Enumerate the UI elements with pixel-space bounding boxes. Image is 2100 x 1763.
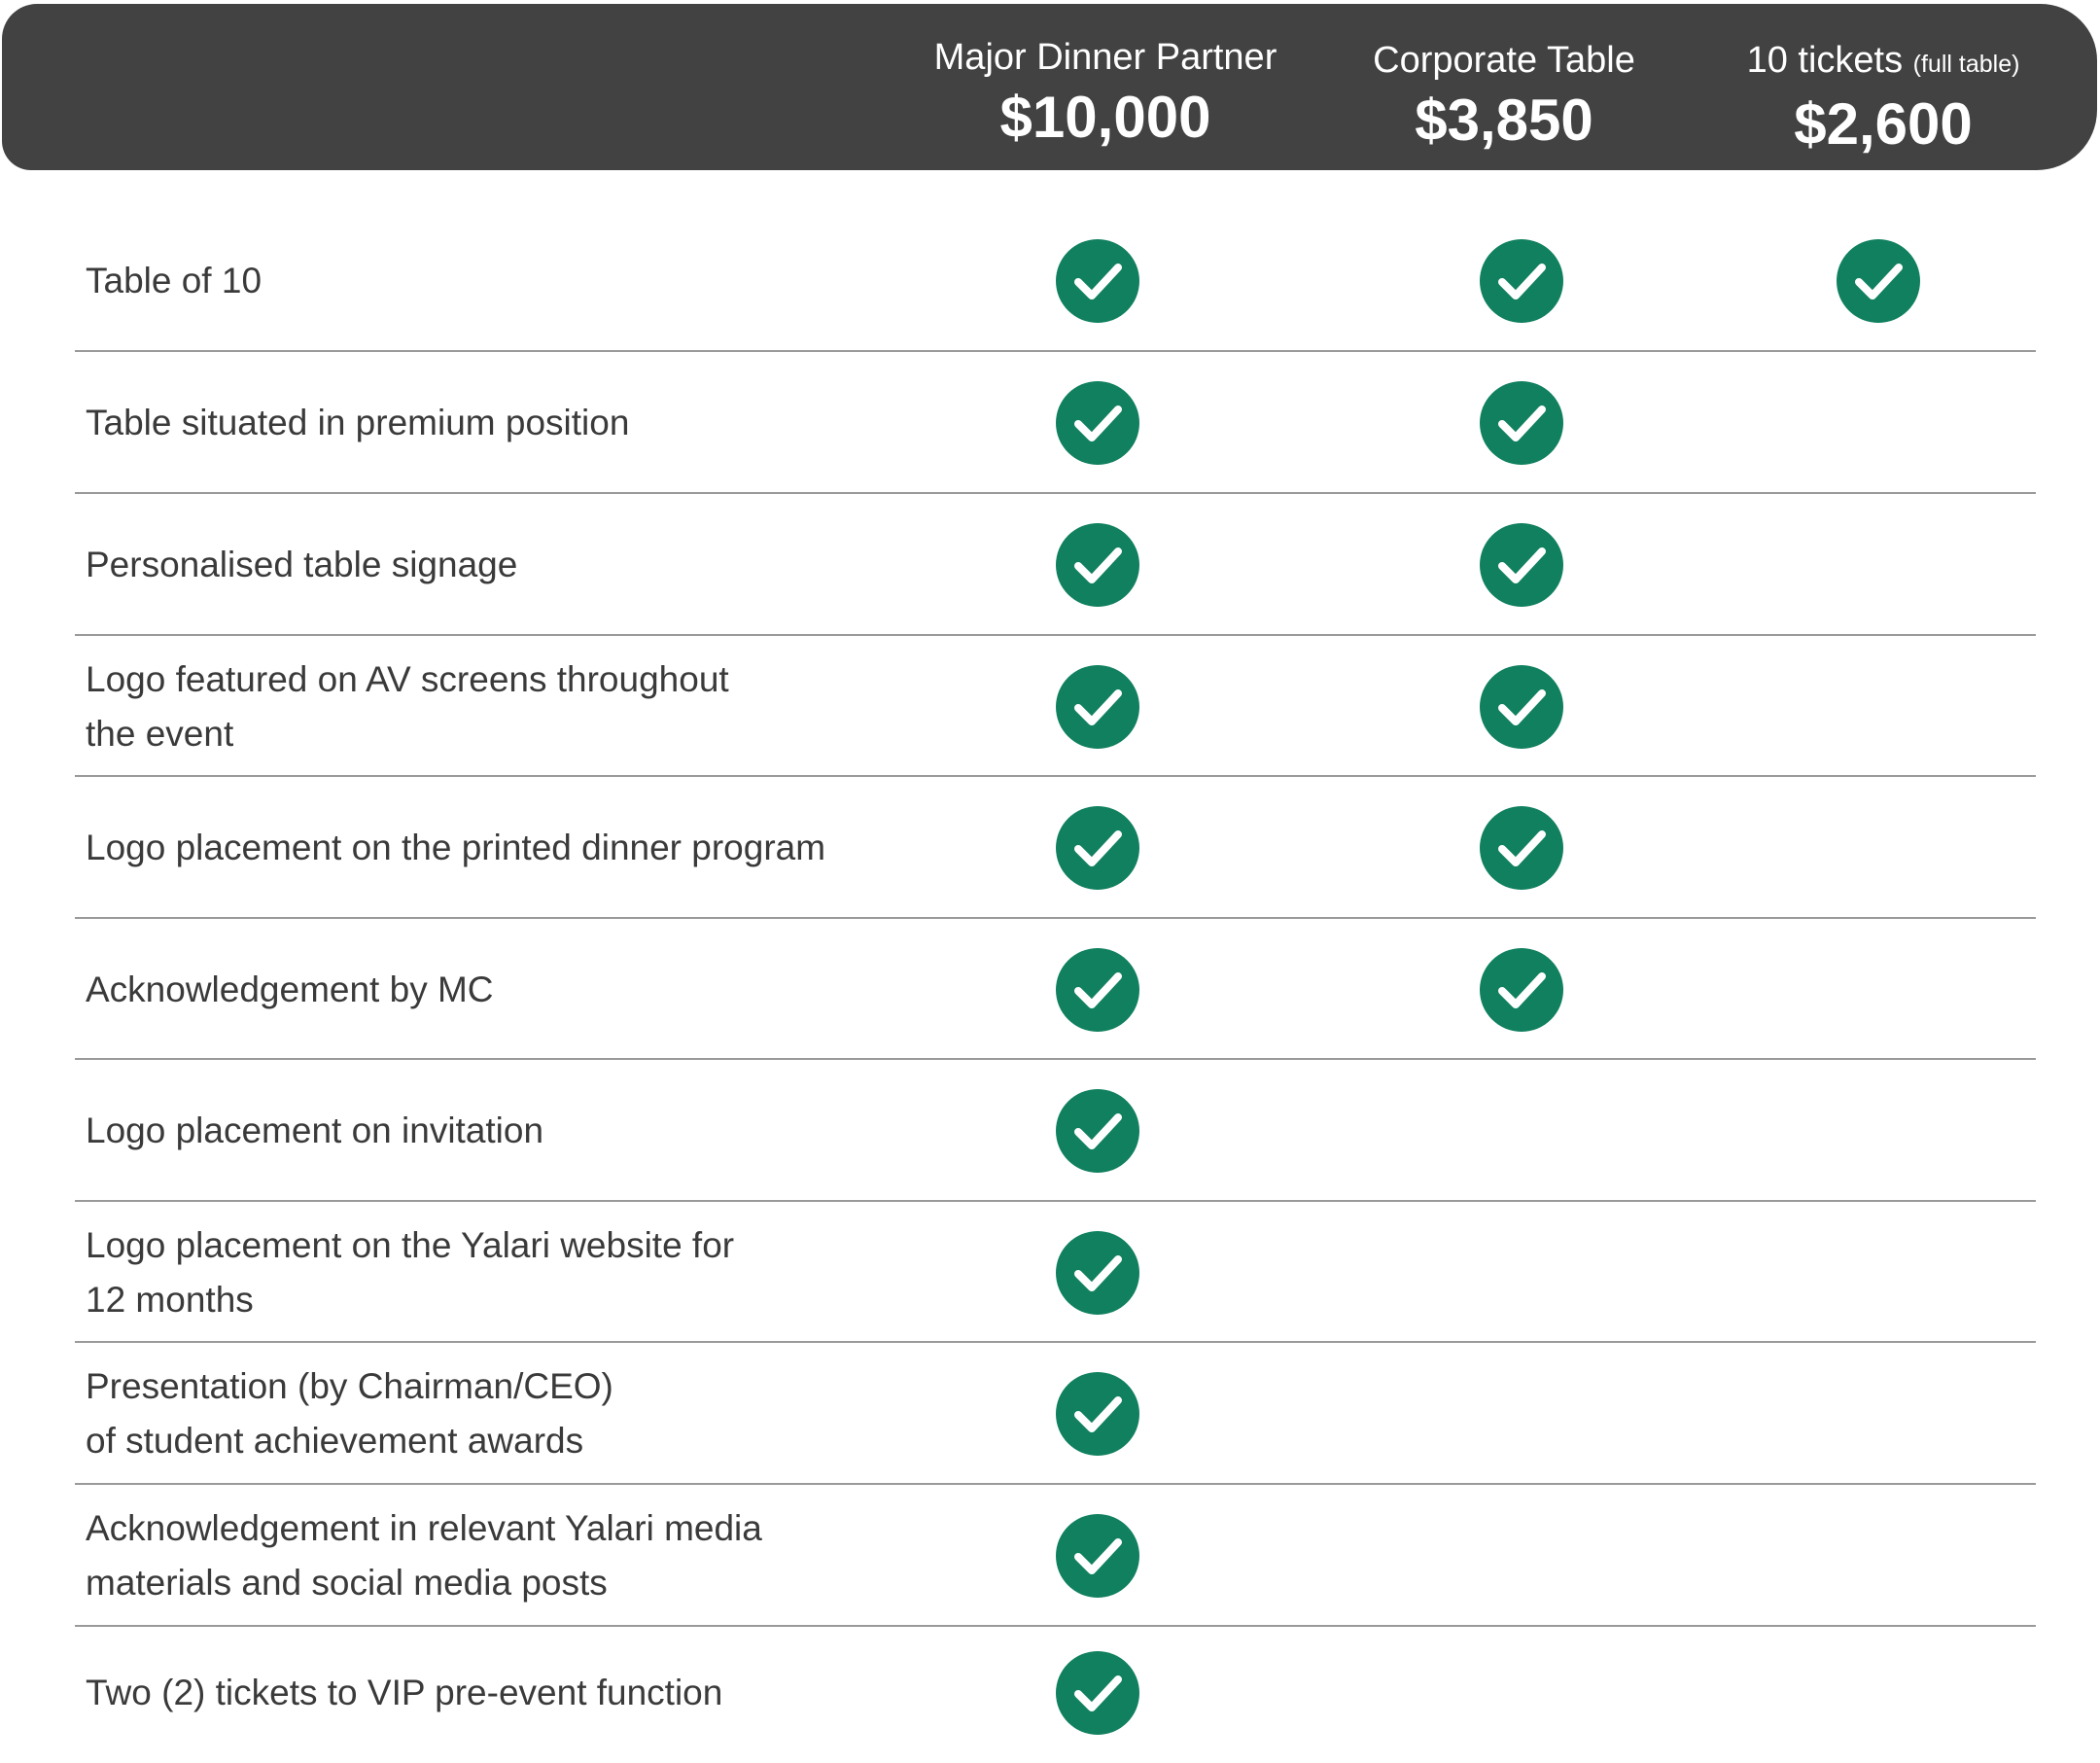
row-divider bbox=[75, 775, 2036, 777]
table-row: Acknowledgement by MC bbox=[75, 919, 2036, 1060]
row-label: Logo featured on AV screens throughout t… bbox=[86, 658, 729, 754]
check-circle-icon bbox=[1055, 522, 1140, 608]
row-label: Logo placement on the Yalari website for… bbox=[86, 1224, 735, 1320]
row-label: Personalised table signage bbox=[86, 545, 518, 584]
table-row: Two (2) tickets to VIP pre-event functio… bbox=[75, 1627, 2036, 1759]
check-circle-icon bbox=[1479, 664, 1564, 750]
check-circle-icon bbox=[1479, 947, 1564, 1033]
check-circle-icon bbox=[1055, 947, 1140, 1033]
check-circle-icon bbox=[1479, 522, 1564, 608]
table-row: Logo placement on the printed dinner pro… bbox=[75, 777, 2036, 919]
table-row: Table situated in premium position bbox=[75, 352, 2036, 494]
check-circle-icon bbox=[1055, 1513, 1140, 1599]
check-circle-icon bbox=[1055, 1088, 1140, 1174]
tier-price: $2,600 bbox=[1794, 91, 1973, 157]
row-label: Acknowledgement in relevant Yalari media… bbox=[86, 1508, 762, 1603]
row-divider bbox=[75, 350, 2036, 352]
check-circle-icon bbox=[1055, 664, 1140, 750]
tier-price: $10,000 bbox=[999, 85, 1211, 150]
header-bar: Major Dinner Partner $10,000 Corporate T… bbox=[2, 4, 2097, 170]
row-label: Logo placement on the printed dinner pro… bbox=[86, 828, 826, 867]
row-divider bbox=[75, 1625, 2036, 1627]
table-row: Personalised table signage bbox=[75, 494, 2036, 636]
check-circle-icon bbox=[1479, 805, 1564, 891]
check-circle-icon bbox=[1479, 238, 1564, 324]
row-divider bbox=[75, 492, 2036, 494]
check-circle-icon bbox=[1055, 238, 1140, 324]
row-label: Table of 10 bbox=[86, 260, 262, 300]
check-circle-icon bbox=[1055, 1650, 1140, 1736]
table-row: Acknowledgement in relevant Yalari media… bbox=[75, 1485, 2036, 1627]
tier-note: (full table) bbox=[1912, 51, 2020, 78]
row-label: Two (2) tickets to VIP pre-event functio… bbox=[86, 1673, 723, 1712]
table-row: Presentation (by Chairman/CEO) of studen… bbox=[75, 1343, 2036, 1485]
row-label: Presentation (by Chairman/CEO) of studen… bbox=[86, 1366, 613, 1461]
check-circle-icon bbox=[1055, 1230, 1140, 1316]
tier-10-tickets: 10 tickets (full table) $2,600 bbox=[1689, 34, 2078, 159]
check-circle-icon bbox=[1055, 1371, 1140, 1457]
tier-name: Major Dinner Partner bbox=[933, 37, 1278, 78]
row-label: Logo placement on invitation bbox=[86, 1111, 544, 1150]
row-divider bbox=[75, 1341, 2036, 1343]
row-divider bbox=[75, 634, 2036, 636]
row-divider bbox=[75, 1058, 2036, 1060]
check-circle-icon bbox=[1479, 380, 1564, 466]
row-divider bbox=[75, 1483, 2036, 1485]
table-row: Logo featured on AV screens throughout t… bbox=[75, 636, 2036, 777]
table-row: Logo placement on invitation bbox=[75, 1060, 2036, 1202]
check-circle-icon bbox=[1055, 380, 1140, 466]
check-circle-icon bbox=[1836, 238, 1921, 324]
tier-price: $3,850 bbox=[1415, 88, 1593, 153]
row-divider bbox=[75, 1200, 2036, 1202]
row-label: Acknowledgement by MC bbox=[86, 969, 494, 1009]
table-row: Table of 10 bbox=[75, 209, 2036, 352]
tier-name: Corporate Table bbox=[1373, 40, 1635, 81]
tier-name: 10 tickets bbox=[1746, 40, 1904, 81]
check-circle-icon bbox=[1055, 805, 1140, 891]
row-divider bbox=[75, 917, 2036, 919]
tier-corporate-table: Corporate Table $3,850 bbox=[1310, 34, 1698, 155]
tier-major-dinner-partner: Major Dinner Partner $10,000 bbox=[911, 31, 1300, 152]
table-row: Logo placement on the Yalari website for… bbox=[75, 1202, 2036, 1343]
row-label: Table situated in premium position bbox=[86, 403, 630, 442]
